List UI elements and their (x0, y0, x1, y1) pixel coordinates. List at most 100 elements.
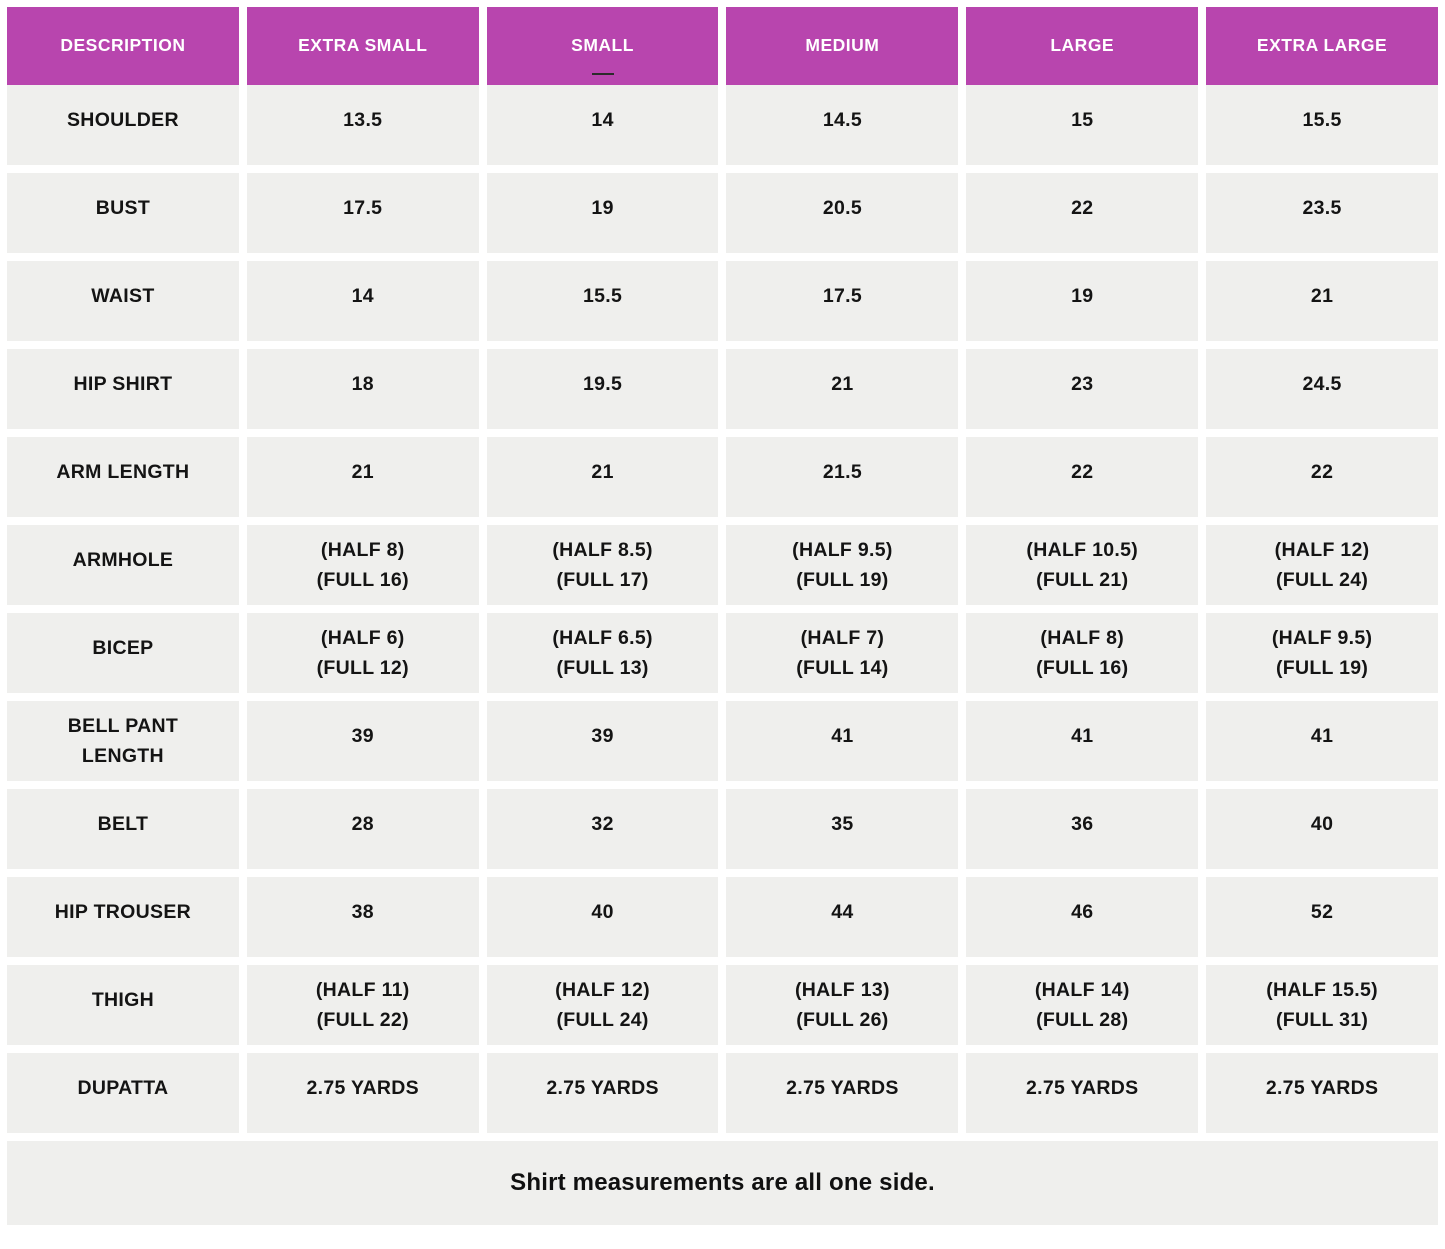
header-cell-extra-small: EXTRA SMALL (246, 7, 479, 85)
value-cell-small: 19.5 (486, 349, 719, 429)
table-row-belt: BELT 28 32 35 36 40 (7, 789, 1438, 869)
table-row-hip-trouser: HIP TROUSER 38 40 44 46 52 (7, 877, 1438, 957)
value-cell-extra-small: 38 (246, 877, 479, 957)
cell-text: 2.75 YARDS (1025, 1076, 1139, 1099)
cell-text: 35 (831, 812, 854, 835)
table-row-dupatta: DUPATTA 2.75 YARDS 2.75 YARDS 2.75 YARDS 2.7… (7, 1053, 1438, 1133)
cell-text: (FULL 16) (316, 569, 409, 591)
value-cell-extra-small: 21 (246, 437, 479, 517)
cell-text: 19 (1071, 284, 1094, 307)
row-label: WAIST (7, 261, 239, 341)
cell-text: (FULL 16) (1036, 657, 1129, 679)
cell-text: (HALF 8) (320, 538, 405, 561)
footer-note: Shirt measurements are all one side. (7, 1141, 1438, 1225)
cell-text: 22 (1071, 460, 1094, 483)
value-cell-extra-large: 22 (1206, 437, 1438, 517)
cell-text: 52 (1310, 900, 1334, 923)
cell-text: (HALF 6.5) (552, 626, 653, 649)
cell-text: 32 (591, 812, 614, 835)
value-cell-extra-small: (HALF 8) (FULL 16) (246, 525, 479, 605)
cell-text: 23 (1071, 372, 1094, 395)
cell-text: (HALF 11) (315, 978, 410, 1001)
value-cell-extra-large: 15.5 (1206, 85, 1438, 165)
cell-text: 15.5 (1302, 108, 1342, 131)
value-cell-medium: 14.5 (726, 85, 959, 165)
cell-text: (FULL 13) (556, 657, 649, 679)
cell-text: MEDIUM (805, 35, 880, 56)
cell-text: 36 (1071, 812, 1094, 835)
cell-text: 18 (351, 372, 374, 395)
cell-text: 39 (351, 724, 374, 747)
table-row-bicep: BICEP (HALF 6) (FULL 12) (HALF 6.5) (FULL 13… (7, 613, 1438, 693)
cell-text: 21 (351, 460, 374, 483)
cell-text: (HALF 6) (320, 626, 405, 649)
value-cell-small: 39 (486, 701, 719, 781)
cell-text: 2.75 YARDS (546, 1076, 659, 1099)
table-row-shoulder: SHOULDER 13.5 14 14.5 15 15.5 (7, 85, 1438, 165)
cell-text: 19 (591, 196, 614, 219)
value-cell-large: (HALF 8) (FULL 16) (966, 613, 1199, 693)
value-cell-large: 23 (966, 349, 1199, 429)
cell-text: (FULL 19) (796, 569, 889, 591)
cell-text: 13.5 (343, 108, 383, 131)
value-cell-extra-small: (HALF 11) (FULL 22) (246, 965, 479, 1045)
value-cell-large: 19 (966, 261, 1199, 341)
value-cell-extra-large: (HALF 9.5) (FULL 19) (1206, 613, 1438, 693)
cell-text: 15.5 (582, 284, 623, 307)
value-cell-extra-small: 17.5 (246, 173, 479, 253)
value-cell-large: 41 (966, 701, 1199, 781)
cell-text: 19.5 (582, 372, 623, 395)
value-cell-small: (HALF 6.5) (FULL 13) (486, 613, 719, 693)
cell-text: (FULL 17) (556, 569, 649, 591)
row-label: ARMHOLE (7, 525, 239, 605)
table-body: SHOULDER 13.5 14 14.5 15 15.5 BUST 17.5 19 20.5 22… (7, 85, 1438, 1133)
cell-text: EXTRA LARGE (1256, 35, 1388, 56)
header-cell-description: DESCRIPTION (7, 7, 239, 85)
cell-text: (FULL 21) (1036, 569, 1129, 591)
cell-text: (FULL 31) (1275, 1009, 1369, 1031)
cell-text: 17.5 (343, 196, 383, 219)
cell-text: (HALF 7) (800, 626, 885, 649)
value-cell-small: 32 (486, 789, 719, 869)
value-cell-extra-small: (HALF 6) (FULL 12) (246, 613, 479, 693)
value-cell-extra-large: (HALF 15.5) (FULL 31) (1206, 965, 1438, 1045)
cell-text: (FULL 28) (1036, 1009, 1129, 1031)
table-row-arm-length: ARM LENGTH 21 21 21.5 22 22 (7, 437, 1438, 517)
cell-text: 20.5 (822, 196, 862, 219)
value-cell-extra-large: 2.75 YARDS (1206, 1053, 1438, 1133)
cell-text: EXTRA SMALL (298, 35, 428, 56)
cell-text: 2.75 YARDS (1265, 1076, 1379, 1099)
cell-text: 41 (831, 724, 854, 747)
cell-text: DUPATTA (77, 1076, 169, 1099)
cell-text: 46 (1071, 900, 1094, 923)
value-cell-small: (HALF 12) (FULL 24) (486, 965, 719, 1045)
cell-text: (HALF 8) (1040, 626, 1125, 649)
value-cell-extra-large: (HALF 12) (FULL 24) (1206, 525, 1438, 605)
cell-text: 38 (351, 900, 374, 923)
value-cell-medium: 35 (726, 789, 959, 869)
value-cell-large: 22 (966, 173, 1199, 253)
row-label: SHOULDER (7, 85, 239, 165)
table-row-thigh: THIGH (HALF 11) (FULL 22) (HALF 12) (FULL 24… (7, 965, 1438, 1045)
cell-text: (FULL 22) (316, 1009, 409, 1031)
cell-text: BELT (97, 812, 149, 835)
cell-text: LENGTH (81, 745, 164, 767)
row-label: DUPATTA (7, 1053, 239, 1133)
cell-text: (FULL 26) (796, 1009, 889, 1031)
cell-text: 44 (831, 900, 854, 923)
row-label: HIP SHIRT (7, 349, 239, 429)
cell-text: (HALF 12) (555, 978, 650, 1001)
cell-text: DESCRIPTION (60, 35, 186, 56)
cell-text: SHOULDER (67, 108, 179, 131)
value-cell-small: 21 (486, 437, 719, 517)
cell-text: 22 (1310, 460, 1334, 483)
cell-text: (HALF 9.5) (792, 538, 893, 561)
header-cell-large: LARGE (966, 7, 1199, 85)
cell-text: BUST (95, 196, 151, 219)
cell-text: 14 (591, 108, 614, 131)
header-cell-extra-large: EXTRA LARGE (1206, 7, 1438, 85)
header-row: DESCRIPTION EXTRA SMALL SMALL MEDIUM LARGE EX… (7, 7, 1438, 85)
cell-text: 24.5 (1302, 372, 1342, 395)
cell-text: (FULL 12) (316, 657, 409, 679)
